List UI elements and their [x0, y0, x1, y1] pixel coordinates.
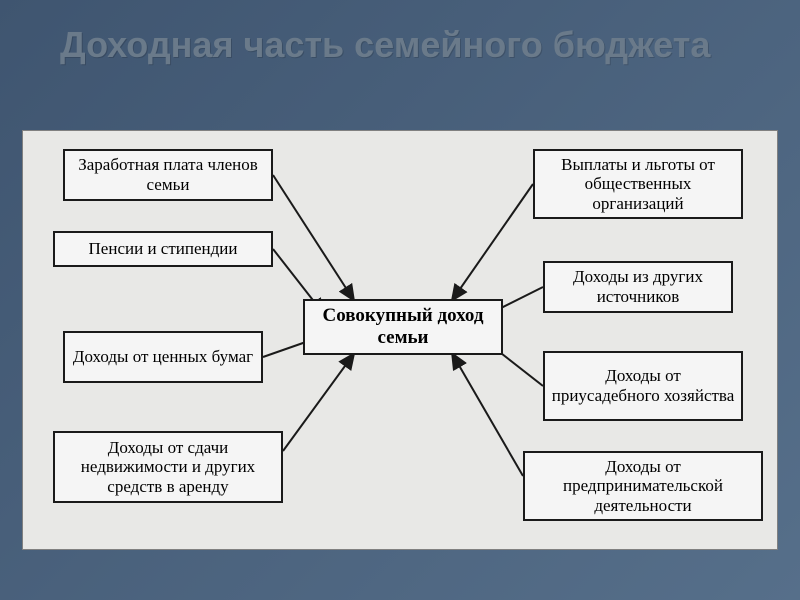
slide-title: Доходная часть семейного бюджета — [60, 24, 710, 65]
node-garden: Доходы от приусадебного хозяйства — [543, 351, 743, 421]
node-pension: Пенсии и стипендии — [53, 231, 273, 267]
node-stocks: Доходы от ценных бумаг — [63, 331, 263, 383]
node-rent: Доходы от сдачи недвижимости и других ср… — [53, 431, 283, 503]
arrow-business — [453, 355, 523, 476]
node-ngo: Выплаты и льготы от общественных организ… — [533, 149, 743, 219]
diagram-container: Совокупный доход семьи Заработная плата ч… — [22, 130, 778, 550]
arrow-rent — [283, 355, 353, 451]
arrow-wages — [273, 175, 353, 299]
slide: Доходная часть семейного бюджета Совокуп… — [0, 0, 800, 600]
node-business: Доходы от предпринимательской деятельнос… — [523, 451, 763, 521]
central-node: Совокупный доход семьи — [303, 299, 503, 355]
arrow-ngo — [453, 184, 533, 299]
node-wages: Заработная плата членов семьи — [63, 149, 273, 201]
node-other: Доходы из других источников — [543, 261, 733, 313]
